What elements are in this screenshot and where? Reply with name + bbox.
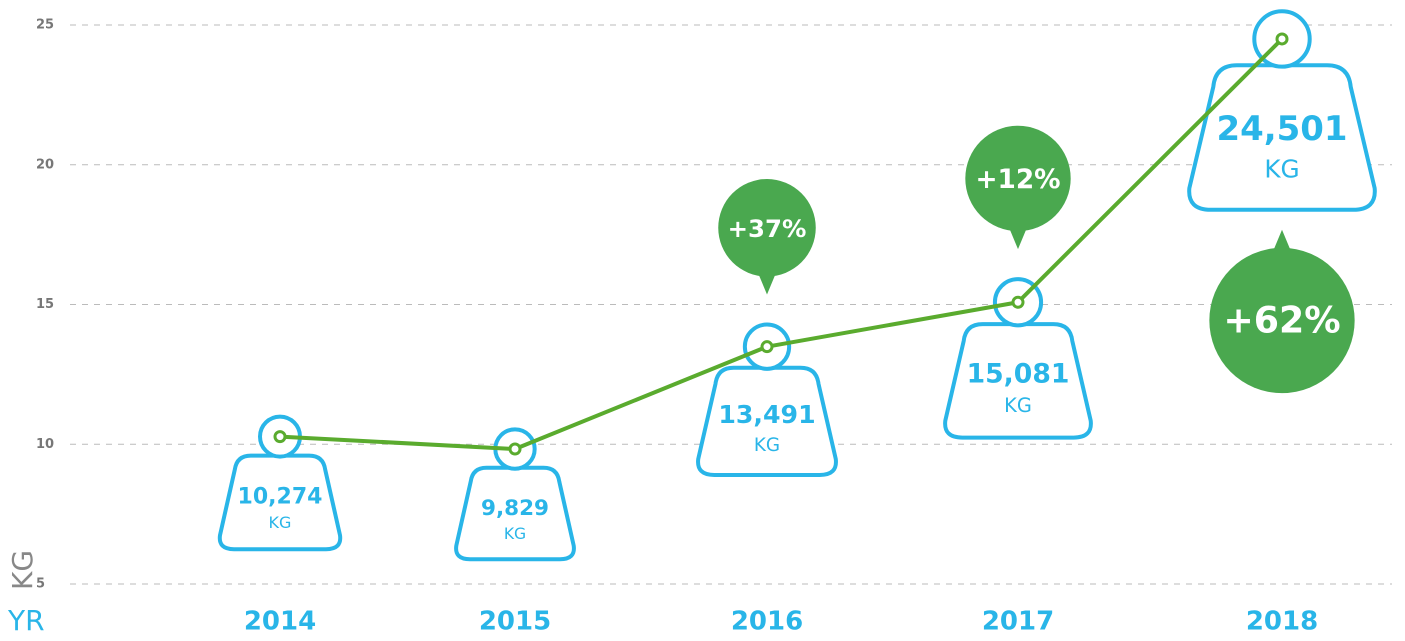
x-tick-label: 2016 <box>731 607 803 637</box>
value-unit: KG <box>1004 394 1032 417</box>
data-point <box>1275 32 1289 46</box>
x-tick-label: 2017 <box>982 607 1054 637</box>
line-layer <box>273 32 1289 456</box>
bubble-pointer <box>757 270 777 295</box>
y-tick-label: 10 <box>36 437 54 452</box>
x-tick-label: 2014 <box>244 607 316 637</box>
change-label: +62% <box>1223 298 1340 341</box>
value-unit: KG <box>1264 154 1299 183</box>
value-label: 15,081 <box>967 359 1070 390</box>
data-point <box>273 430 287 444</box>
weight-body <box>943 322 1093 440</box>
value-unit: KG <box>269 513 292 532</box>
data-point <box>1011 295 1025 309</box>
y-tick-label: 5 <box>36 577 45 592</box>
y-tick-label: 25 <box>36 18 54 33</box>
weight-body <box>217 453 343 552</box>
value-unit: KG <box>754 435 780 456</box>
value-label: 10,274 <box>238 485 323 510</box>
y-tick-label: 20 <box>36 157 54 172</box>
y-tick-label: 15 <box>36 297 54 312</box>
x-tick-label: 2015 <box>479 607 551 637</box>
data-point <box>508 442 522 456</box>
change-bubble <box>1209 247 1355 394</box>
y-axis-label: KG <box>6 550 39 590</box>
weight-body <box>454 465 576 562</box>
change-label: +37% <box>728 214 807 243</box>
change-bubble <box>718 179 816 277</box>
change-label: +12% <box>975 165 1060 195</box>
weight-body <box>1187 63 1377 212</box>
weights: 10,274 KG 9,829 KG 13,491 KG +37% 15,081 KG +12% 2… <box>217 9 1377 562</box>
data-point <box>760 340 774 354</box>
value-label: 24,501 <box>1216 109 1347 149</box>
value-label: 13,491 <box>718 400 815 429</box>
x-axis-label: YR <box>7 604 45 637</box>
value-label: 9,829 <box>481 496 549 521</box>
bubble-pointer <box>1008 225 1028 250</box>
weight-body <box>696 365 838 477</box>
change-bubble <box>965 125 1071 232</box>
x-tick-label: 2018 <box>1246 607 1318 637</box>
value-unit: KG <box>504 524 526 543</box>
bubble-pointer <box>1272 229 1292 254</box>
